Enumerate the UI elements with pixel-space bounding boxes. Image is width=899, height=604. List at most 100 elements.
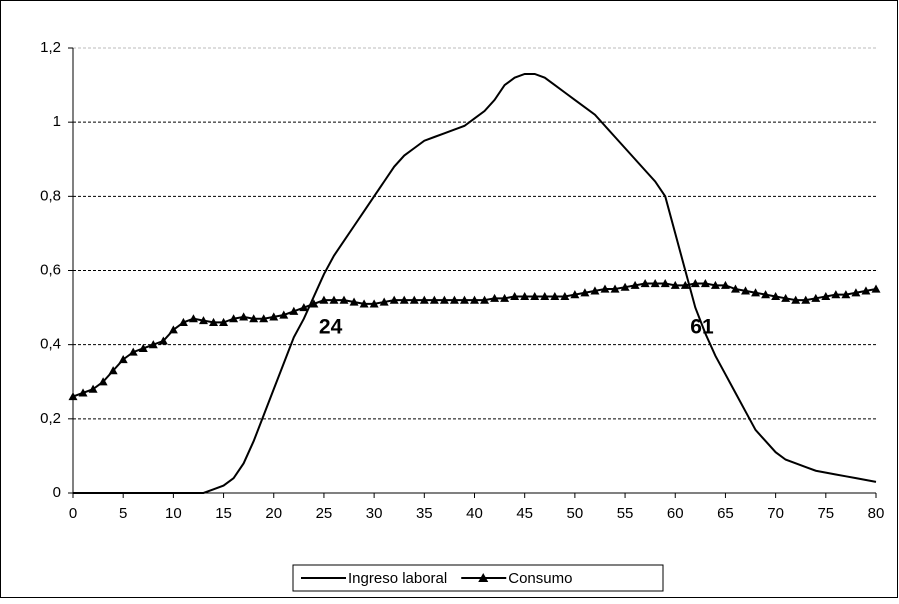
annotation: 24 bbox=[319, 316, 343, 339]
x-tick-label: 30 bbox=[366, 505, 383, 522]
point-marker bbox=[620, 282, 630, 291]
point-marker bbox=[399, 295, 409, 304]
point-marker bbox=[801, 295, 811, 304]
x-tick-label: 10 bbox=[165, 505, 182, 522]
point-marker bbox=[78, 388, 88, 397]
point-marker bbox=[720, 280, 730, 289]
point-marker bbox=[319, 295, 329, 304]
point-marker bbox=[168, 325, 178, 334]
point-marker bbox=[158, 336, 168, 345]
point-marker bbox=[279, 310, 289, 319]
point-marker bbox=[831, 290, 841, 299]
point-marker bbox=[409, 295, 419, 304]
point-marker bbox=[640, 278, 650, 288]
point-marker bbox=[540, 291, 550, 301]
point-marker bbox=[610, 284, 620, 293]
point-marker bbox=[359, 299, 369, 308]
point-marker bbox=[249, 314, 259, 323]
annotation: 61 bbox=[690, 316, 714, 339]
point-marker bbox=[449, 295, 459, 304]
point-marker bbox=[490, 293, 500, 302]
point-marker bbox=[389, 295, 399, 304]
point-marker bbox=[851, 288, 861, 297]
x-tick-label: 20 bbox=[265, 505, 282, 522]
x-tick-label: 15 bbox=[215, 505, 232, 522]
legend-label: Ingreso laboral bbox=[348, 570, 447, 587]
point-marker bbox=[600, 284, 610, 293]
point-marker bbox=[329, 295, 339, 304]
point-marker bbox=[871, 284, 881, 293]
point-marker bbox=[660, 278, 670, 288]
point-marker bbox=[771, 291, 781, 301]
point-marker bbox=[269, 312, 279, 321]
point-marker bbox=[751, 288, 761, 297]
legend-label: Consumo bbox=[508, 570, 572, 587]
point-marker bbox=[439, 295, 449, 304]
x-tick-label: 45 bbox=[516, 505, 533, 522]
point-marker bbox=[590, 286, 600, 295]
point-marker bbox=[500, 293, 510, 302]
x-tick-label: 0 bbox=[69, 505, 77, 522]
point-marker bbox=[570, 290, 580, 299]
point-marker bbox=[650, 278, 660, 288]
point-marker bbox=[730, 284, 740, 293]
legend-marker bbox=[478, 573, 489, 582]
point-marker bbox=[560, 291, 570, 301]
x-tick-label: 80 bbox=[868, 505, 885, 522]
y-tick-label: 0 bbox=[53, 484, 61, 501]
point-marker bbox=[761, 290, 771, 299]
point-marker bbox=[349, 297, 359, 306]
point-marker bbox=[690, 278, 700, 288]
x-tick-label: 70 bbox=[767, 505, 784, 522]
point-marker bbox=[379, 297, 389, 306]
point-marker bbox=[229, 314, 239, 323]
point-marker bbox=[259, 314, 269, 323]
point-marker bbox=[550, 291, 560, 301]
point-marker bbox=[470, 295, 479, 304]
y-tick-label: 0,6 bbox=[40, 261, 61, 278]
point-marker bbox=[710, 280, 720, 289]
point-marker bbox=[128, 347, 138, 356]
x-tick-label: 60 bbox=[667, 505, 684, 522]
point-marker bbox=[88, 384, 98, 393]
point-marker bbox=[811, 293, 821, 302]
point-marker bbox=[419, 295, 429, 304]
y-tick-label: 0,8 bbox=[40, 187, 61, 204]
series-line bbox=[73, 72, 877, 494]
point-marker bbox=[459, 295, 469, 304]
x-tick-label: 40 bbox=[466, 505, 483, 522]
point-marker bbox=[861, 286, 871, 295]
y-tick-label: 0,2 bbox=[40, 410, 61, 427]
point-marker bbox=[510, 291, 520, 301]
x-tick-label: 50 bbox=[567, 505, 584, 522]
point-marker bbox=[299, 303, 309, 312]
point-marker bbox=[198, 316, 208, 325]
point-marker bbox=[520, 291, 530, 301]
y-tick-label: 1,2 bbox=[40, 39, 61, 56]
point-marker bbox=[700, 278, 710, 288]
point-marker bbox=[209, 317, 219, 327]
point-marker bbox=[98, 377, 108, 386]
point-marker bbox=[630, 280, 640, 289]
point-marker bbox=[108, 366, 118, 375]
point-marker bbox=[289, 306, 299, 315]
y-tick-label: 1 bbox=[53, 113, 61, 130]
x-tick-label: 55 bbox=[617, 505, 634, 522]
x-tick-label: 5 bbox=[119, 505, 127, 522]
point-marker bbox=[178, 317, 188, 327]
point-marker bbox=[841, 290, 851, 299]
point-marker bbox=[68, 392, 78, 401]
point-marker bbox=[821, 291, 831, 301]
point-marker bbox=[369, 299, 379, 308]
point-marker bbox=[480, 295, 490, 304]
point-marker bbox=[138, 343, 148, 352]
x-tick-label: 75 bbox=[817, 505, 834, 522]
x-tick-label: 35 bbox=[416, 505, 433, 522]
y-tick-label: 0,4 bbox=[40, 336, 61, 353]
point-marker bbox=[219, 317, 229, 327]
point-marker bbox=[781, 293, 791, 302]
point-marker bbox=[188, 314, 198, 323]
x-tick-label: 25 bbox=[316, 505, 333, 522]
